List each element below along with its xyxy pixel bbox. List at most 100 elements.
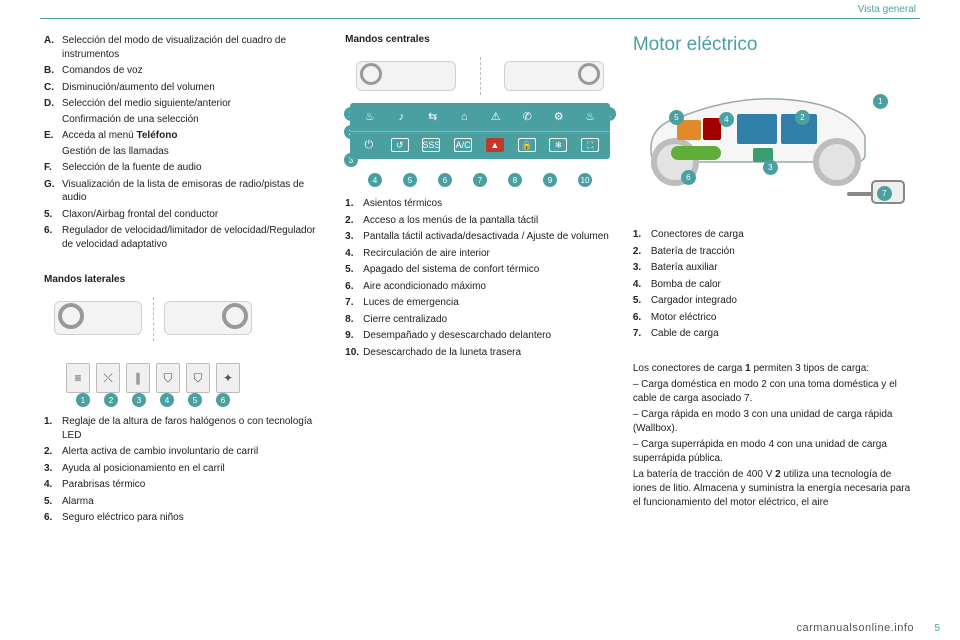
button-row: ⤬ ∥ ⛉ ⛉ ✦ (48, 363, 258, 393)
steering-wheel-icon (360, 63, 382, 85)
item-text: Asientos térmicos (363, 197, 615, 211)
marker: 6. (345, 280, 363, 294)
callout-badge: 6 (216, 393, 230, 407)
item-text: Conectores de carga (651, 228, 916, 242)
charge-modes-list: – Carga doméstica en modo 2 con una toma… (633, 376, 916, 466)
callout-badge: 1 (76, 393, 90, 407)
column-3: Motor eléctrico 1 2 3 4 5 6 7 (633, 34, 916, 610)
seat-heat-icon: ♨ (582, 109, 598, 125)
marker: 7. (345, 296, 363, 310)
marker: 5. (345, 263, 363, 277)
marker: B. (44, 64, 62, 78)
recirc-icon: ↺ (391, 138, 409, 152)
steering-wheel-icon (222, 303, 248, 329)
music-icon: ♪ (393, 109, 409, 125)
electric-motor-icon (671, 146, 721, 160)
marker: 6. (44, 511, 62, 525)
marker: C. (44, 81, 62, 95)
seat-heat-icon: ♨ (362, 109, 378, 125)
section-title: Motor eléctrico (633, 34, 916, 56)
marker: 7. (633, 327, 651, 341)
item-text: Selección del modo de visualización del … (62, 34, 327, 61)
callout-badge: 4 (160, 393, 174, 407)
item-text: Desempañado y desescarchado delantero (363, 329, 615, 343)
marker: 3. (633, 261, 651, 275)
marker: 4. (345, 247, 363, 261)
callout-badge: 4 (719, 112, 734, 127)
lane-assist-icon: ∥ (126, 363, 150, 393)
marker: D. (44, 97, 62, 111)
item-text: Selección del medio siguiente/anterior (62, 97, 327, 111)
comfort-off-icon: SSS (422, 138, 440, 152)
power-icon: ⏻ (361, 137, 377, 153)
warning-icon: ⚠ (488, 109, 504, 125)
marker: 3. (345, 230, 363, 244)
lateral-list: 1.Reglaje de la altura de faros halógeno… (44, 415, 327, 528)
item-text: Batería de tracción (651, 245, 916, 259)
item-text: Recirculación de aire interior (363, 247, 615, 261)
item-text: Acceda al menú Teléfono (62, 129, 327, 143)
item-text: Alarma (62, 495, 327, 509)
item-text: Motor eléctrico (651, 311, 916, 325)
defrost-rear-icon: ⛶ (581, 138, 599, 152)
section-label: Vista general (858, 4, 916, 15)
headlamp-adjust-icon (66, 363, 90, 393)
child-lock-icon: ✦ (216, 363, 240, 393)
callout-badge: 2 (795, 110, 810, 125)
defrost-front-icon: ❄ (549, 138, 567, 152)
callout-badge: 6 (438, 173, 452, 187)
dash-item: – Carga doméstica en modo 2 con una toma… (633, 378, 916, 406)
ac-max-icon: A/C (454, 138, 472, 152)
paragraph: Los conectores de carga 1 permiten 3 tip… (633, 362, 916, 376)
marker: 1. (345, 197, 363, 211)
motor-list: 1.Conectores de carga 2.Batería de tracc… (633, 228, 916, 344)
item-text: Luces de emergencia (363, 296, 615, 310)
item-text: Acceso a los menús de la pantalla táctil (363, 214, 615, 228)
bottom-badge-row: 4 5 6 7 8 9 10 (368, 173, 592, 187)
callout-badge: 8 (508, 173, 522, 187)
callout-badge: 6 (681, 170, 696, 185)
central-list: 1.Asientos térmicos 2.Acceso a los menús… (345, 197, 615, 362)
item-text: Reglaje de la altura de faros halógenos … (62, 415, 327, 442)
lock-icon: 🔒 (518, 138, 536, 152)
marker: F. (44, 161, 62, 175)
item-text: Ayuda al posicionamiento en el carril (62, 462, 327, 476)
diagram-electric-motor: 1 2 3 4 5 6 7 (633, 68, 913, 218)
alarm-icon: ⛉ (186, 363, 210, 393)
marker: 9. (345, 329, 363, 343)
callout-badge: 5 (669, 110, 684, 125)
top-rule (40, 18, 920, 19)
separator (153, 297, 154, 341)
marker: 5. (633, 294, 651, 308)
callout-badge: 10 (578, 173, 592, 187)
callout-badge: 5 (403, 173, 417, 187)
item-text: Cargador integrado (651, 294, 916, 308)
nav-icon: ⇆ (425, 109, 441, 125)
marker: 4. (633, 278, 651, 292)
marker: 8. (345, 313, 363, 327)
phone-icon: ✆ (519, 109, 535, 125)
item-text: Bomba de calor (651, 278, 916, 292)
callout-badge: 3 (763, 160, 778, 175)
traction-battery-icon (737, 114, 777, 144)
marker: 5. (44, 208, 62, 222)
badge-row: 1 2 3 4 5 6 (48, 399, 258, 407)
settings-icon: ⚙ (551, 109, 567, 125)
callout-badge: 4 (368, 173, 382, 187)
steering-wheel-icon (58, 303, 84, 329)
item-text: Cable de carga (651, 327, 916, 341)
item-text: Seguro eléctrico para niños (62, 511, 327, 525)
item-text: Regulador de velocidad/limitador de velo… (62, 224, 327, 251)
item-text: Batería auxiliar (651, 261, 916, 275)
item-sub: Confirmación de una selección (62, 113, 327, 127)
item-text: Parabrisas térmico (62, 478, 327, 492)
callout-badge: 2 (104, 393, 118, 407)
callout-badge: 7 (473, 173, 487, 187)
item-text: Disminución/aumento del volumen (62, 81, 327, 95)
marker: 2. (633, 245, 651, 259)
diagram-lateral-controls: ⤬ ∥ ⛉ ⛉ ✦ 1 2 3 4 5 6 (48, 297, 258, 407)
lane-alert-icon: ⤬ (96, 363, 120, 393)
callout-badge: 9 (543, 173, 557, 187)
dash-item: – Carga rápida en modo 3 con una unidad … (633, 408, 916, 436)
lateral-heading: Mandos laterales (44, 274, 327, 285)
